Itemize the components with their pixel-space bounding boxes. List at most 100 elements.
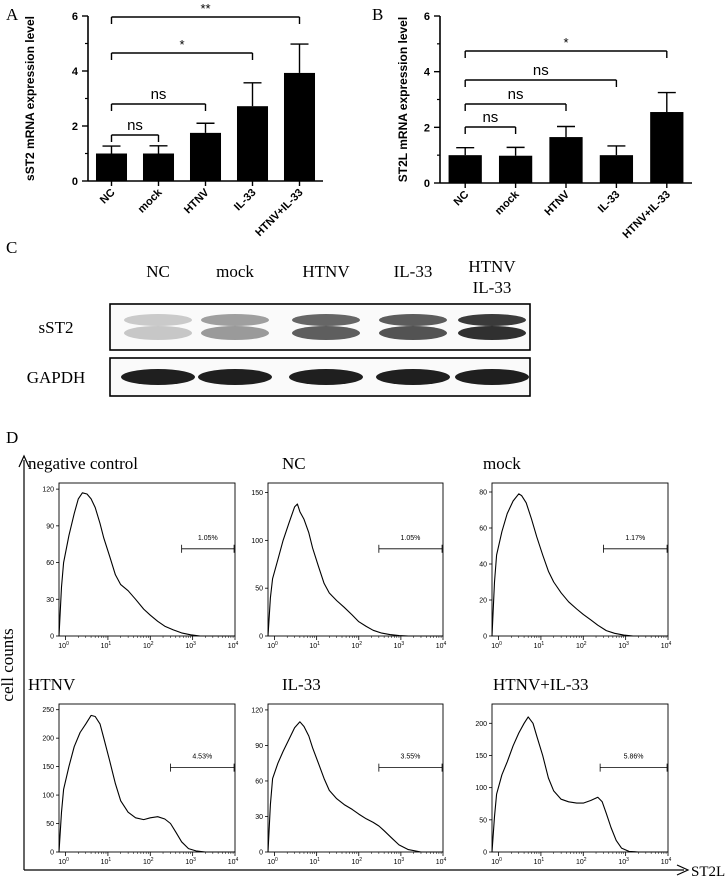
y-tick-label: 0 — [50, 634, 54, 641]
x-tick-label: 103 — [185, 857, 196, 866]
y-tick-label: 60 — [255, 778, 263, 785]
x-tick-label: IL-33 — [596, 189, 623, 216]
x-tick-label: 103 — [185, 641, 196, 650]
x-tick-exponent: 2 — [151, 641, 154, 647]
x-tick-label: 102 — [143, 641, 154, 650]
x-tick-exponent: 4 — [669, 641, 672, 647]
y-tick-label: 6 — [72, 11, 78, 23]
x-tick-label: 104 — [436, 857, 447, 866]
x-tick-label: HTNV — [542, 188, 572, 218]
significance-label: ns — [533, 62, 549, 79]
x-tick-exponent: 1 — [317, 641, 320, 647]
x-tick-label: 100 — [491, 857, 502, 866]
x-tick-exponent: 2 — [584, 857, 587, 863]
x-tick-label: HTNV — [182, 186, 212, 216]
x-tick-label: mock — [136, 186, 165, 215]
x-tick-exponent: 3 — [193, 857, 196, 863]
y-tick-label: 100 — [251, 538, 263, 545]
x-tick-label: 103 — [618, 857, 629, 866]
y-tick-label: 50 — [479, 817, 487, 824]
x-tick-label: 100 — [267, 857, 278, 866]
y-tick-label: 90 — [46, 523, 54, 530]
y-tick-label: 0 — [259, 850, 263, 857]
x-tick-label: mock — [493, 188, 522, 217]
lane-label: IL-33 — [394, 262, 433, 281]
panel-label-d: D — [6, 428, 18, 447]
bar — [498, 155, 533, 183]
histogram-curve — [267, 721, 443, 853]
lane-label: NC — [146, 262, 170, 281]
histogram-title: HTNV+IL-33 — [493, 675, 589, 694]
significance-label: * — [563, 35, 568, 50]
histogram-title: mock — [483, 454, 521, 473]
histogram-frame — [267, 482, 444, 637]
y-tick-label: 150 — [42, 764, 54, 771]
x-tick-label: 102 — [576, 641, 587, 650]
y-tick-label: 0 — [424, 178, 430, 190]
blot-band — [376, 369, 450, 385]
blot-band — [124, 314, 192, 326]
panel-label-c: C — [6, 238, 17, 257]
x-tick-label: 101 — [309, 641, 320, 650]
blot-band — [458, 326, 526, 340]
histogram-title: negative control — [28, 454, 138, 473]
x-tick-exponent: 2 — [359, 857, 362, 863]
y-tick-label: 0 — [259, 634, 263, 641]
x-tick-label: 104 — [228, 641, 239, 650]
x-tick-label: HTNV+IL-33 — [621, 189, 673, 241]
y-tick-label: 4 — [72, 66, 79, 78]
x-tick-label: 100 — [267, 641, 278, 650]
x-tick-label: 103 — [394, 857, 405, 866]
lane-label: mock — [216, 262, 254, 281]
lane-label: IL-33 — [473, 278, 512, 297]
x-tick-exponent: 3 — [193, 641, 196, 647]
y-axis-label: ST2L mRNA expression level — [396, 17, 410, 182]
gate-percent: 1.05% — [401, 535, 421, 542]
bar — [650, 112, 684, 183]
significance-label: ns — [127, 117, 143, 134]
y-tick-label: 150 — [251, 490, 263, 497]
x-tick-exponent: 0 — [499, 857, 502, 863]
x-tick-label: 101 — [101, 641, 112, 650]
y-tick-label: 4 — [424, 67, 431, 79]
y-tick-label: 20 — [479, 598, 487, 605]
x-tick-label: NC — [452, 189, 472, 209]
x-tick-exponent: 1 — [541, 641, 544, 647]
x-tick-exponent: 0 — [275, 641, 278, 647]
outer-x-label: ST2L — [691, 864, 725, 880]
blot-band — [292, 314, 360, 326]
histogram-frame — [491, 703, 669, 853]
blot-band — [455, 369, 529, 385]
y-tick-label: 60 — [479, 526, 487, 533]
x-tick-label: 100 — [58, 641, 69, 650]
x-tick-label: 101 — [309, 857, 320, 866]
x-tick-label: 104 — [661, 641, 672, 650]
x-tick-exponent: 3 — [626, 641, 629, 647]
bar — [95, 153, 128, 181]
x-tick-exponent: 4 — [444, 641, 447, 647]
outer-x-arrow — [676, 864, 690, 876]
x-tick-exponent: 0 — [66, 857, 69, 863]
gate-percent: 1.17% — [625, 535, 645, 542]
y-axis-label: sST2 mRNA expression level — [23, 16, 37, 181]
x-tick-label: IL-33 — [232, 187, 259, 214]
blot-band — [198, 369, 272, 385]
histogram-title: NC — [282, 454, 306, 473]
x-tick-label: 102 — [351, 641, 362, 650]
y-tick-label: 40 — [479, 562, 487, 569]
x-tick-label: 104 — [436, 641, 447, 650]
bar — [283, 72, 316, 181]
x-tick-exponent: 1 — [108, 641, 111, 647]
x-tick-label: 104 — [661, 857, 672, 866]
significance-label: ns — [508, 86, 524, 103]
y-tick-label: 0 — [483, 634, 487, 641]
blot-band — [379, 314, 447, 326]
outer-y-arrow — [18, 454, 30, 468]
blot-band — [292, 326, 360, 340]
gate-percent: 4.53% — [192, 754, 212, 761]
bar — [189, 132, 222, 181]
x-tick-label: 104 — [228, 857, 239, 866]
x-tick-exponent: 3 — [626, 857, 629, 863]
histogram-frame — [267, 703, 444, 853]
histogram-curve — [491, 493, 668, 637]
